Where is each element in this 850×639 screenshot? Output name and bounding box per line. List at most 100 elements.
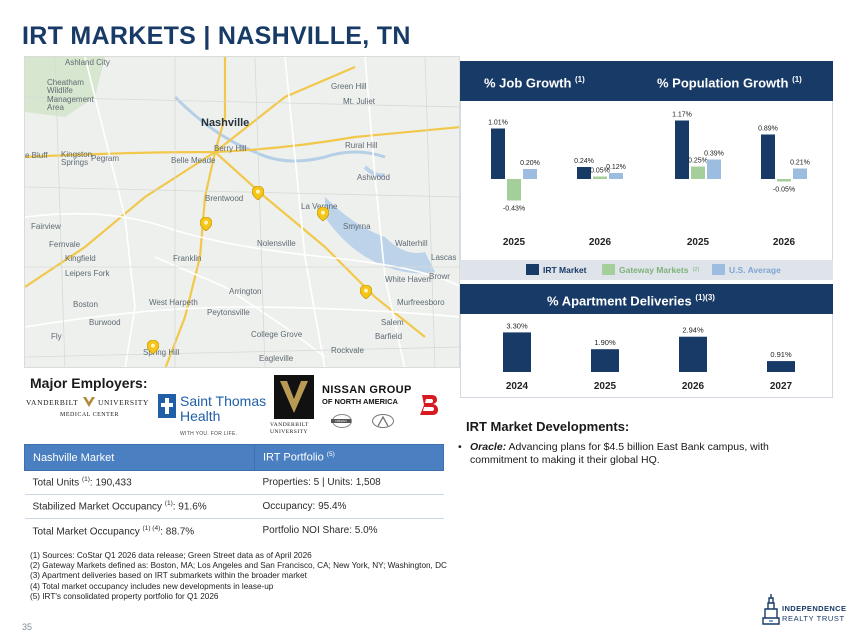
- population-growth-title: % Population Growth (1): [657, 75, 802, 91]
- map-label: Smyrna: [343, 222, 371, 231]
- map-label: Browr: [429, 272, 450, 281]
- development-text: Advancing plans for $4.5 billion East Ba…: [470, 441, 769, 466]
- property-pin-icon[interactable]: [200, 217, 212, 231]
- map-label: Ashwood: [357, 173, 390, 182]
- map-label: Spring Hill: [143, 348, 180, 357]
- map-label: La Vergne: [301, 202, 338, 211]
- footnotes: (1) Sources: CoStar Q1 2026 data release…: [30, 551, 447, 602]
- map-label: Green Hill: [331, 82, 367, 91]
- vumc-v-icon: [83, 397, 95, 407]
- legend-swatch: [712, 264, 725, 275]
- table-row: Stabilized Market Occupancy (1): 91.6% O…: [24, 494, 444, 519]
- saint-thomas-line1: Saint Thomas: [180, 393, 267, 409]
- page-number: 35: [22, 622, 33, 632]
- footnote: (1) Sources: CoStar Q1 2026 data release…: [30, 551, 312, 560]
- legend-gateway-markets: Gateway Markets (2): [602, 264, 699, 275]
- map-label: Ashland City: [65, 58, 110, 67]
- map-label: Murfreesboro: [397, 298, 445, 307]
- vumc-line3: MEDICAL CENTER: [60, 412, 119, 418]
- nissan-badge-icon: NISSAN: [331, 414, 352, 428]
- category-label: 2025: [594, 381, 617, 392]
- data-label: 2.94%: [682, 326, 704, 335]
- market-table: Nashville Market IRT Portfolio (5) Total…: [24, 444, 444, 543]
- legend-swatch: [526, 264, 539, 275]
- data-label: 0.24%: [574, 158, 594, 165]
- vanderbilt-line2: UNIVERSITY: [270, 429, 308, 435]
- map-label: Mt. Juliet: [343, 97, 376, 106]
- bar: [675, 120, 689, 179]
- property-pin-icon[interactable]: [360, 285, 372, 299]
- map-label: Belle Meade: [171, 156, 216, 165]
- map-label: Leipers Fork: [65, 269, 110, 278]
- bar: [609, 173, 623, 179]
- bar: [767, 361, 795, 372]
- data-label: 3.30%: [506, 321, 528, 330]
- category-label: 2026: [682, 381, 705, 392]
- vumc-logo: VANDERBILT UNIVERSITY MEDICAL CENTER: [26, 396, 156, 424]
- data-label: -0.05%: [773, 187, 795, 194]
- bar: [793, 168, 807, 179]
- data-label: 0.21%: [790, 160, 810, 167]
- map-label: Barfield: [375, 332, 403, 341]
- map-label: Franklin: [173, 254, 202, 263]
- data-label: 0.25%: [688, 158, 708, 165]
- map-label: White Haven: [385, 275, 431, 284]
- map-label: Rural Hill: [345, 141, 378, 150]
- property-pin-icon[interactable]: [147, 340, 159, 354]
- bridgestone-b-icon: [420, 395, 438, 415]
- property-pin-icon[interactable]: [317, 207, 329, 221]
- page-title: IRT MARKETS | NASHVILLE, TN: [22, 22, 411, 50]
- table-cell: Occupancy: 95.4%: [254, 494, 444, 519]
- map-label: Fernvale: [49, 240, 81, 249]
- deliveries-header-bar: % Apartment Deliveries (1)(3): [460, 284, 833, 314]
- legend-swatch: [602, 264, 615, 275]
- map-label: Peytonsville: [207, 308, 250, 317]
- category-label: 2027: [770, 381, 793, 392]
- map-label: Brentwood: [205, 194, 244, 203]
- nissan-line2: OF NORTH AMERICA: [322, 397, 398, 406]
- deliveries-chart: 3.30% 2024 1.90% 2025 2.94% 2026 0.91% 2027: [460, 314, 833, 398]
- bar: [761, 134, 775, 179]
- category-label: 2024: [506, 381, 529, 392]
- bar: [679, 336, 707, 372]
- map-label: Kingfield: [65, 254, 96, 263]
- footnote: (2) Gateway Markets defined as: Boston, …: [30, 561, 447, 571]
- footnote: (4) Total market occupancy includes new …: [30, 581, 274, 591]
- bar: [491, 128, 505, 179]
- data-label: 0.12%: [606, 164, 626, 171]
- map-label: Fly: [51, 332, 62, 341]
- map-label: Pegram: [91, 154, 120, 163]
- map-label: Walterhill: [395, 239, 428, 248]
- data-label: 1.90%: [594, 338, 616, 347]
- nissan-logo: NISSAN GROUP OF NORTH AMERICA NISSAN: [322, 384, 414, 434]
- map-label: Berry Hill: [214, 144, 247, 153]
- category-label: 2025: [503, 237, 526, 248]
- vanderbilt-logo: VANDERBILT UNIVERSITY: [270, 375, 320, 437]
- irt-logo-line2: REALTY TRUST: [782, 614, 845, 623]
- data-label: 0.05%: [590, 168, 610, 175]
- employers-title: Major Employers:: [30, 375, 148, 391]
- data-label: 0.91%: [770, 350, 792, 359]
- map-label: Rockvale: [331, 346, 364, 355]
- infiniti-badge-icon: [372, 414, 394, 428]
- independence-hall-icon: [762, 594, 780, 625]
- vumc-line1: VANDERBILT: [26, 398, 79, 407]
- growth-charts: 1.01% -0.43% 0.20% 2025 0.24% 0.05% 0.12% 2026 1…: [460, 101, 833, 260]
- map-label: Salem: [381, 318, 404, 327]
- bar: [523, 169, 537, 179]
- data-label: 1.01%: [488, 120, 508, 127]
- map-label: Cheatham Wildlife Management Area: [47, 78, 94, 113]
- table-cell: Total Units (1): 190,433: [24, 470, 255, 495]
- nashville-map[interactable]: Ashland City Cheatham Wildlife Managemen…: [24, 56, 460, 368]
- map-label: Kingston Springs: [61, 150, 93, 168]
- property-pin-icon[interactable]: [252, 186, 264, 200]
- table-header-row: Nashville Market IRT Portfolio (5): [24, 444, 444, 471]
- map-label: Arrington: [229, 287, 262, 296]
- map-label: Burwood: [89, 318, 121, 327]
- vanderbilt-v-icon: [274, 375, 314, 419]
- bar: [593, 176, 607, 179]
- data-label: 1.17%: [672, 112, 692, 119]
- chart-legend: IRT Market Gateway Markets (2) U.S. Aver…: [460, 260, 833, 280]
- data-label: 0.39%: [704, 151, 724, 158]
- map-label: College Grove: [251, 330, 303, 339]
